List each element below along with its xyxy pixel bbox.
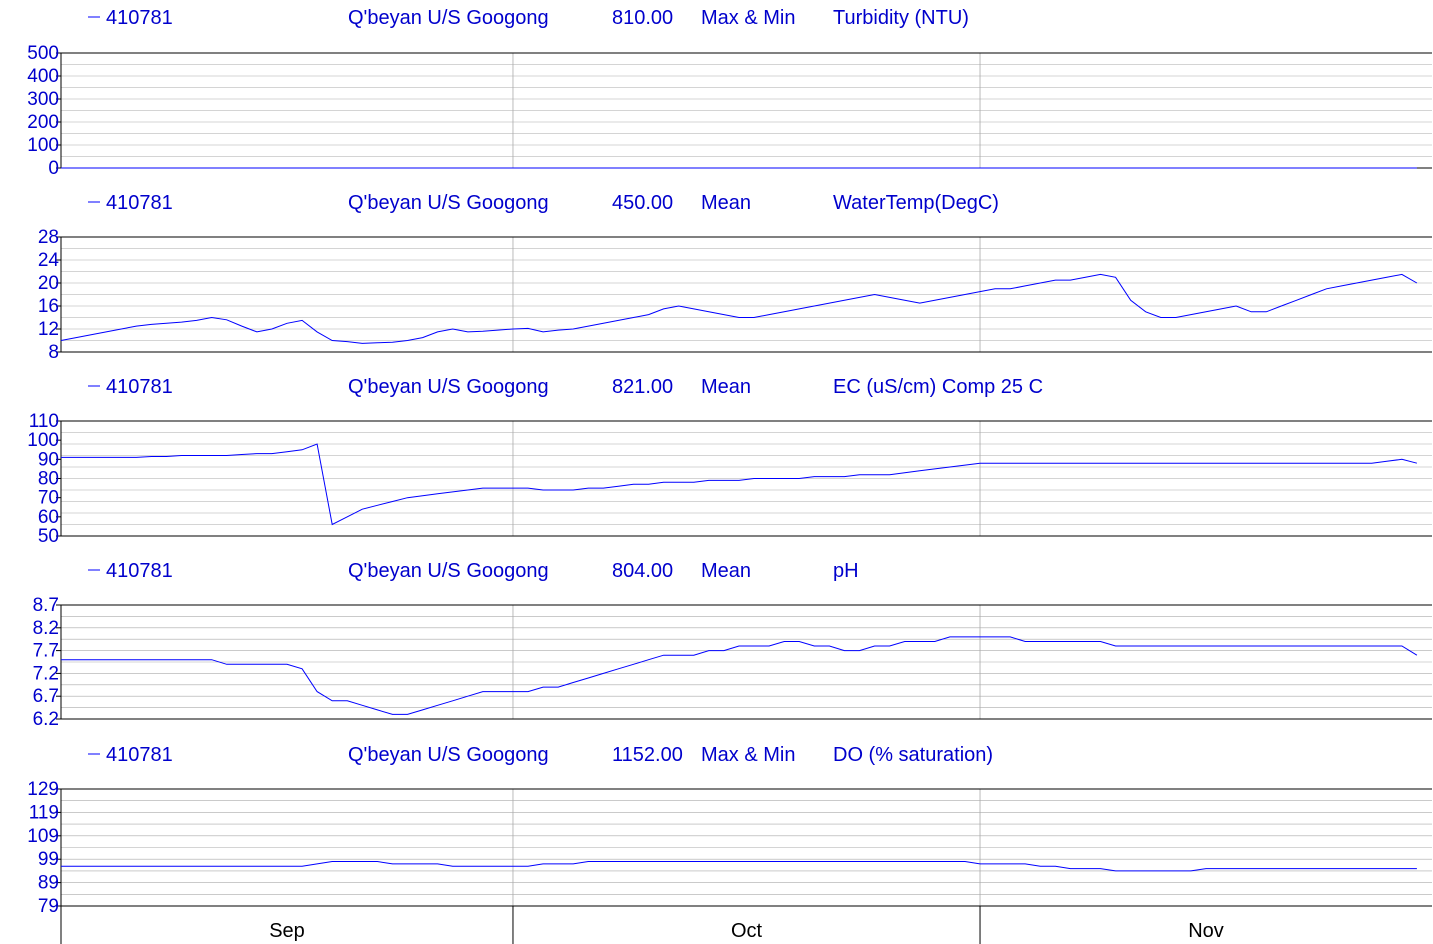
chart-panel-4: 410781 Q'beyan U/S Googong 804.00 Mean pH 8.7… xyxy=(33,560,1432,730)
y-tick-label: 60 xyxy=(38,507,59,528)
y-tick-label: 8 xyxy=(48,342,59,363)
y-tick-label: 99 xyxy=(38,849,59,870)
panel-header-parameter: DO (% saturation) xyxy=(833,744,993,766)
y-tick-label: 90 xyxy=(38,449,59,470)
y-tick-label: 200 xyxy=(27,112,59,133)
y-tick-label: 12 xyxy=(38,319,59,340)
x-tick-label-month: Nov xyxy=(1188,920,1224,942)
panel-header-statistic: Mean xyxy=(701,560,751,582)
y-tick-label: 129 xyxy=(27,779,59,800)
panel-header-parameter: WaterTemp(DegC) xyxy=(833,192,999,214)
y-tick-label: 7.7 xyxy=(33,641,59,662)
y-tick-label: 300 xyxy=(27,89,59,110)
y-tick-label: 79 xyxy=(38,896,59,917)
panel-header-variable-code: 1152.00 xyxy=(612,744,683,766)
panel-header-station: 410781 xyxy=(106,7,173,29)
panel-header-variable-code: 450.00 xyxy=(612,192,673,214)
series-line xyxy=(60,273,1418,344)
panel-header-variable-code: 804.00 xyxy=(612,560,673,582)
panel-header-station: 410781 xyxy=(106,192,173,214)
panel-header-statistic: Mean xyxy=(701,192,751,214)
panel-header-statistic: Max & Min xyxy=(701,744,795,766)
y-tick-label: 100 xyxy=(27,430,59,451)
y-tick-label: 100 xyxy=(27,135,59,156)
series-line xyxy=(61,861,1417,872)
y-tick-label: 16 xyxy=(38,296,59,317)
y-tick-label: 109 xyxy=(27,826,59,847)
x-tick-label-month: Oct xyxy=(731,920,763,942)
panel-header-variable-code: 810.00 xyxy=(612,7,673,29)
y-tick-label: 8.2 xyxy=(33,618,59,639)
panel-header-site: Q'beyan U/S Googong xyxy=(348,376,549,398)
y-tick-label: 6.2 xyxy=(33,709,59,730)
panel-header-statistic: Mean xyxy=(701,376,751,398)
y-tick-label: 0 xyxy=(48,158,59,179)
panel-header-station: 410781 xyxy=(106,560,173,582)
chart-panel-2: 410781 Q'beyan U/S Googong 450.00 Mean Water… xyxy=(38,192,1432,363)
panel-header-site: Q'beyan U/S Googong xyxy=(348,192,549,214)
panel-header-parameter: pH xyxy=(833,560,859,582)
chart-panel-5: 410781 Q'beyan U/S Googong 1152.00 Max & Mi… xyxy=(27,744,1432,917)
x-axis: Sep Oct Nov xyxy=(60,906,1224,944)
x-tick-label-month: Sep xyxy=(269,920,305,942)
y-tick-label: 24 xyxy=(38,250,60,271)
panel-header-site: Q'beyan U/S Googong xyxy=(348,7,549,29)
panel-header-parameter: EC (uS/cm) Comp 25 C xyxy=(833,376,1043,398)
y-tick-label: 400 xyxy=(27,66,59,87)
y-tick-label: 70 xyxy=(38,488,59,509)
series-line xyxy=(61,443,1418,526)
panel-header-station: 410781 xyxy=(106,744,173,766)
chart-panel-3: 410781 Q'beyan U/S Googong 821.00 Mean EC (u… xyxy=(27,376,1432,547)
panel-header-site: Q'beyan U/S Googong xyxy=(348,744,549,766)
y-tick-label: 110 xyxy=(29,411,59,432)
y-tick-label: 6.7 xyxy=(33,686,59,707)
panel-header-variable-code: 821.00 xyxy=(612,376,673,398)
chart-panels: 410781 Q'beyan U/S Googong 810.00 Max & Min… xyxy=(27,7,1432,917)
y-tick-label: 8.7 xyxy=(33,595,59,616)
y-tick-label: 50 xyxy=(38,526,59,547)
y-tick-label: 28 xyxy=(38,227,59,248)
panel-header-statistic: Max & Min xyxy=(701,7,795,29)
series-line xyxy=(61,636,1418,715)
chart-panel-1: 410781 Q'beyan U/S Googong 810.00 Max & Min… xyxy=(27,7,1432,179)
y-tick-label: 119 xyxy=(29,802,59,823)
y-tick-label: 7.2 xyxy=(33,663,59,684)
y-tick-label: 20 xyxy=(38,273,59,294)
panel-header-site: Q'beyan U/S Googong xyxy=(348,560,549,582)
y-tick-label: 80 xyxy=(38,469,59,490)
y-tick-label: 89 xyxy=(38,873,59,894)
panel-header-station: 410781 xyxy=(106,376,173,398)
panel-header-parameter: Turbidity (NTU) xyxy=(833,7,969,29)
y-tick-label: 500 xyxy=(27,43,59,64)
